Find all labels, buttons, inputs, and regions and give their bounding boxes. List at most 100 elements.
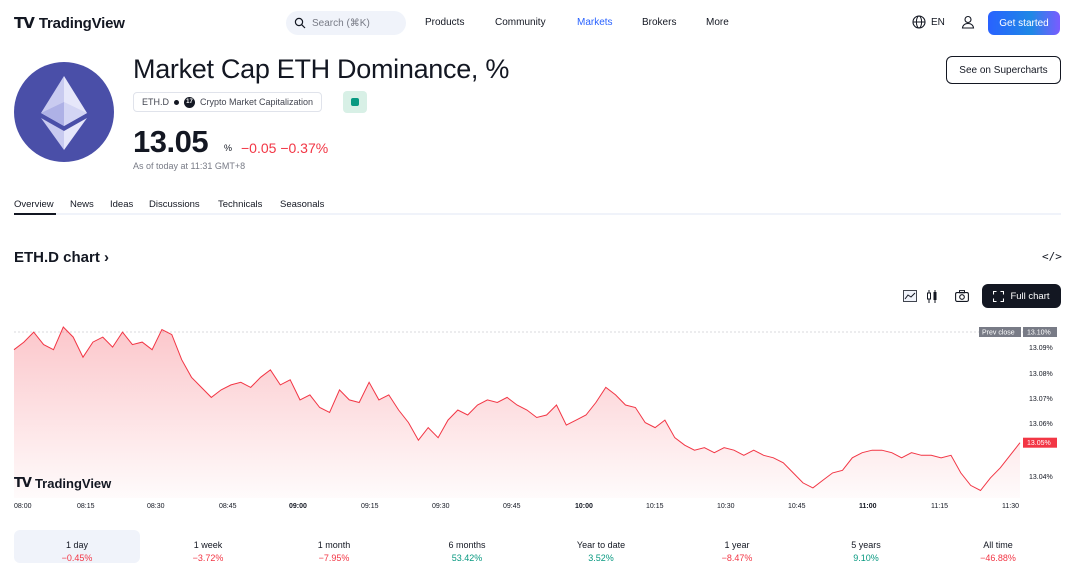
prev-close-value: 13.10% [1027,330,1051,337]
x-tick-label: 09:45 [503,503,521,510]
chevron-right-icon: › [99,249,110,266]
price-change: −0.05 −0.37% [241,140,329,156]
x-tick-label: 10:45 [788,503,806,510]
chart-heading: ETH.D chart [14,249,100,266]
full-chart-button[interactable]: Full chart [982,284,1061,308]
watermark-text: TradingView [34,476,112,491]
period-7[interactable]: All time −46.88% [935,530,1061,563]
nav-item-markets[interactable]: Markets [577,17,613,28]
period-change: −8.47% [721,553,753,563]
prev-close-label: Prev close [982,330,1015,337]
x-tick-label: 10:00 [575,503,593,510]
x-tick-label: 11:30 [1002,503,1019,510]
page-title: Market Cap ETH Dominance, % [133,54,510,84]
x-tick-label: 10:15 [646,503,664,510]
candlestick-icon [927,289,937,303]
see-on-supercharts-button[interactable]: See on Supercharts [946,56,1061,84]
search-placeholder: Search (⌘K) [312,17,370,29]
camera-icon [955,290,969,302]
nav-item-products[interactable]: Products [425,17,465,28]
x-tick-label: 09:30 [432,503,450,510]
y-tick-label: 13.06% [1029,421,1053,428]
area-chart-style-button[interactable] [900,286,920,306]
tradingview-watermark: TV TradingView [14,476,111,491]
active-tab-indicator [14,213,56,215]
x-tick-label: 08:30 [147,503,165,510]
top-navigation: TV TradingView Search (⌘K) Products Comm… [0,0,1080,46]
current-price: 13.05 [133,124,209,159]
chart-heading-link[interactable]: ETH.D chart › [14,249,109,266]
tab-overview[interactable]: Overview [14,199,54,210]
search-input[interactable]: Search (⌘K) [286,11,406,35]
ethereum-icon [41,76,87,150]
tabs-divider [14,213,1061,215]
period-label: All time [983,540,1013,550]
full-chart-label: Full chart [1010,290,1050,302]
symbol-chip[interactable]: ETH.D 17 Crypto Market Capitalization [133,92,323,112]
x-tick-label: 08:00 [14,503,32,510]
period-change: −46.88% [980,553,1016,563]
period-1[interactable]: 1 week −3.72% [145,530,271,563]
prev-close-value-box [1023,327,1057,337]
period-0[interactable]: 1 day −0.45% [14,530,140,563]
last-price-marker: 13.05% [1023,437,1057,448]
logo-text: TradingView [38,14,125,32]
market-status-badge[interactable] [343,91,367,113]
language-selector[interactable]: EN [912,15,945,29]
x-tick-label: 08:15 [77,503,95,510]
period-4[interactable]: Year to date 3.52% [538,530,664,563]
language-label: EN [931,16,945,28]
period-change: −0.45% [61,553,93,563]
nav-item-community[interactable]: Community [495,17,546,28]
period-label: 1 month [317,540,351,550]
screenshot-button[interactable] [952,286,972,306]
nav-item-brokers[interactable]: Brokers [642,17,677,28]
tradingview-logo-icon: TV [14,14,35,32]
price-chart[interactable]: 13.09% 13.08% 13.07% 13.06% 13.04% 08:00 08:1… [0,318,1080,518]
get-started-button[interactable]: Get started [988,11,1060,35]
x-tick-label: 09:15 [361,503,379,510]
user-icon[interactable] [961,15,975,29]
tab-technicals[interactable]: Technicals [218,199,263,210]
source-logo-icon: 17 [184,96,195,108]
x-tick-label: 11:15 [931,503,948,510]
x-tick-label: 09:00 [289,503,307,510]
ethereum-logo [14,62,114,162]
period-change: 53.42% [451,553,483,563]
x-tick-label: 11:00 [859,503,877,510]
last-price-label: 13.05% [1027,440,1051,447]
embed-code-icon[interactable]: </> [1042,250,1062,263]
tab-news[interactable]: News [70,199,94,210]
tradingview-logo[interactable]: TV TradingView [14,14,125,32]
period-3[interactable]: 6 months 53.42% [404,530,530,563]
tab-discussions[interactable]: Discussions [149,199,200,210]
price-unit: % [224,143,233,153]
x-axis: 08:00 08:15 08:30 08:45 09:00 09:15 09:30 09:45… [14,503,1019,510]
symbol-label: ETH.D [142,97,169,107]
x-tick-label: 08:45 [219,503,237,510]
globe-icon [912,15,926,29]
source-label: Crypto Market Capitalization [200,97,314,107]
candles-chart-style-button[interactable] [922,286,942,306]
period-change: 3.52% [588,553,614,563]
area-chart-icon [903,290,917,302]
period-label: 1 week [193,540,223,550]
symbol-chips: ETH.D 17 Crypto Market Capitalization [133,92,323,112]
period-label: 1 day [65,540,89,550]
tab-ideas[interactable]: Ideas [110,199,134,210]
performance-periods: 1 day −0.45% 1 week −3.72% 1 month −7.95% 6 mo… [14,530,1061,563]
period-5[interactable]: 1 year −8.47% [674,530,800,563]
tradingview-watermark-icon: TV [14,476,32,491]
period-6[interactable]: 5 years 9.10% [803,530,929,563]
period-change: 9.10% [853,553,879,563]
y-axis: 13.09% 13.08% 13.07% 13.06% 13.04% [1029,345,1053,481]
nav-item-more[interactable]: More [706,17,729,28]
period-label: 1 year [724,540,750,550]
y-tick-label: 13.07% [1029,396,1053,403]
y-tick-label: 13.09% [1029,345,1053,352]
period-2[interactable]: 1 month −7.95% [271,530,397,563]
prev-close-marker: Prev close 13.10% [979,327,1057,337]
period-label: Year to date [576,540,626,550]
tab-seasonals[interactable]: Seasonals [280,199,325,210]
as-of-timestamp: As of today at 11:31 GMT+8 [133,161,246,171]
